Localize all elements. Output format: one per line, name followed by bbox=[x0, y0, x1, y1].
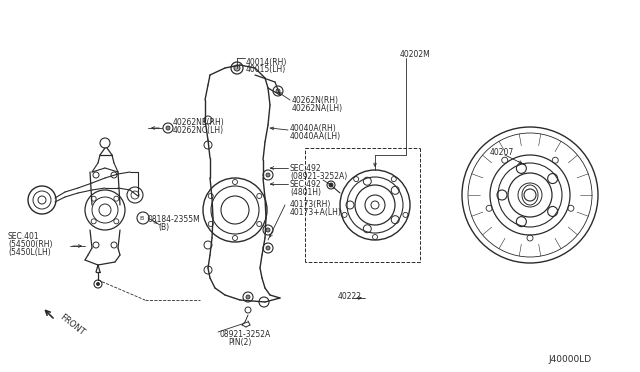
Text: 40222: 40222 bbox=[338, 292, 362, 301]
Text: B: B bbox=[139, 215, 143, 221]
Text: 40015(LH): 40015(LH) bbox=[246, 65, 286, 74]
Text: 40262NC(LH): 40262NC(LH) bbox=[173, 126, 224, 135]
Text: (B): (B) bbox=[158, 223, 169, 232]
Text: SEC.401: SEC.401 bbox=[8, 232, 40, 241]
Text: SEC.492: SEC.492 bbox=[290, 164, 322, 173]
Text: 40040AA(LH): 40040AA(LH) bbox=[290, 131, 341, 141]
Text: 08921-3252A: 08921-3252A bbox=[220, 330, 271, 339]
Circle shape bbox=[266, 173, 270, 177]
Text: 40262NE(RH): 40262NE(RH) bbox=[173, 118, 225, 127]
Text: (4801H): (4801H) bbox=[290, 188, 321, 197]
Text: J40000LD: J40000LD bbox=[548, 355, 591, 364]
Text: (5450L(LH): (5450L(LH) bbox=[8, 248, 51, 257]
Text: (54500(RH): (54500(RH) bbox=[8, 240, 52, 249]
Circle shape bbox=[234, 65, 240, 71]
Text: 40014(RH): 40014(RH) bbox=[246, 58, 287, 67]
Circle shape bbox=[246, 295, 250, 299]
Text: 40173+A(LH): 40173+A(LH) bbox=[290, 208, 342, 217]
Text: FRONT: FRONT bbox=[58, 313, 86, 338]
Text: 40262N(RH): 40262N(RH) bbox=[292, 96, 339, 105]
Text: (08921-3252A): (08921-3252A) bbox=[290, 172, 348, 181]
Text: 40173(RH): 40173(RH) bbox=[290, 200, 332, 209]
Circle shape bbox=[276, 89, 280, 93]
Circle shape bbox=[329, 183, 333, 187]
Circle shape bbox=[266, 246, 270, 250]
Text: 40040A(RH): 40040A(RH) bbox=[290, 124, 337, 132]
Circle shape bbox=[97, 282, 99, 285]
Text: SEC.492: SEC.492 bbox=[290, 180, 322, 189]
Text: PIN(2): PIN(2) bbox=[228, 338, 252, 347]
Text: 40262NA(LH): 40262NA(LH) bbox=[292, 103, 343, 112]
Text: 08184-2355M: 08184-2355M bbox=[148, 215, 201, 224]
Text: 40207: 40207 bbox=[490, 148, 515, 157]
Circle shape bbox=[266, 228, 270, 232]
Text: 40202M: 40202M bbox=[400, 50, 431, 59]
Circle shape bbox=[166, 126, 170, 130]
